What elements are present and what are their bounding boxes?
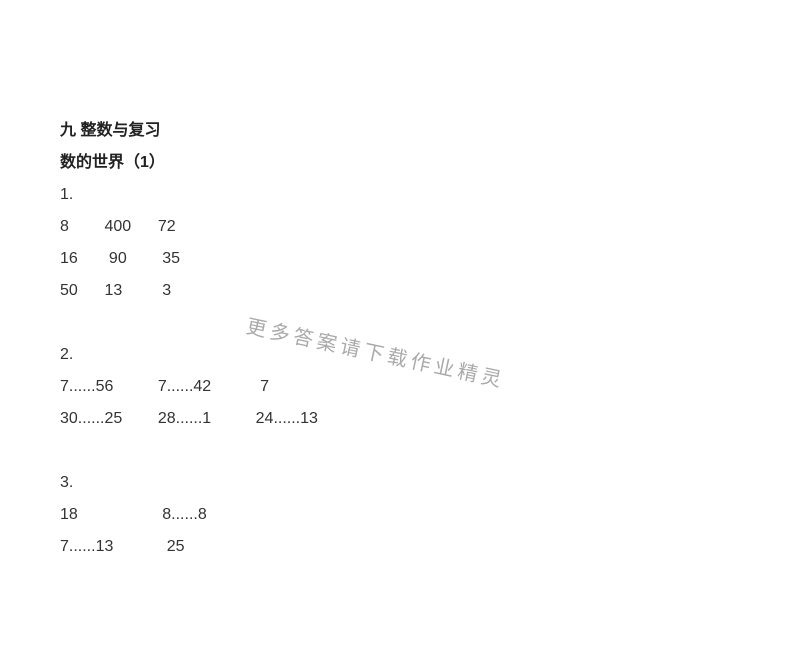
block-1: 1. 8 400 72 16 90 35 50 13 3 [60, 179, 800, 307]
data-row: 16 90 35 [60, 243, 800, 275]
data-row: 7......13 25 [60, 531, 800, 563]
block-2: 2. 7......56 7......42 7 30......25 28..… [60, 339, 800, 435]
data-row: 30......25 28......1 24......13 [60, 403, 800, 435]
section-heading: 数的世界（1） [60, 147, 800, 179]
chapter-heading: 九 整数与复习 [60, 115, 800, 147]
block-3: 3. 18 8......8 7......13 25 [60, 467, 800, 563]
data-row: 18 8......8 [60, 499, 800, 531]
data-row: 50 13 3 [60, 275, 800, 307]
data-row: 8 400 72 [60, 211, 800, 243]
block-number: 2. [60, 339, 800, 371]
block-number: 3. [60, 467, 800, 499]
data-row: 7......56 7......42 7 [60, 371, 800, 403]
document-body: 九 整数与复习 数的世界（1） 1. 8 400 72 16 90 35 50 … [0, 0, 800, 563]
block-number: 1. [60, 179, 800, 211]
spacer [60, 307, 800, 339]
spacer [60, 435, 800, 467]
